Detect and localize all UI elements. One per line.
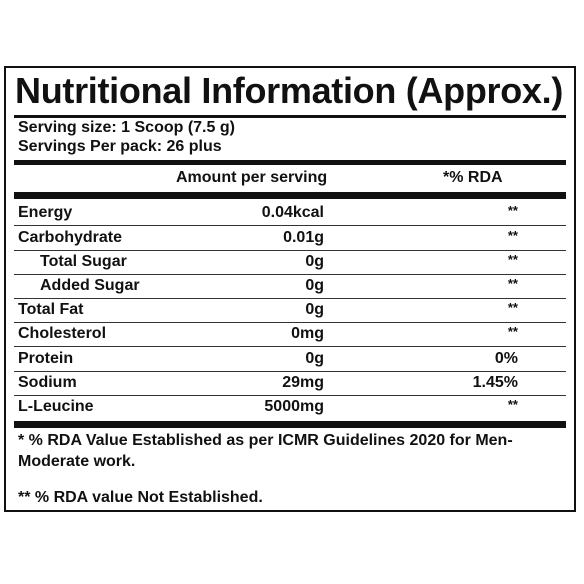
nutrient-rda: **: [507, 300, 518, 315]
nutrient-name: L-Leucine: [18, 398, 94, 415]
row-divider: [14, 371, 566, 372]
row-divider: [14, 250, 566, 251]
nutrient-amount: 5000mg: [264, 398, 324, 415]
table-row: Total Fat 0g **: [6, 298, 574, 322]
nutrient-rda: **: [507, 324, 518, 339]
nutrient-amount: 0.01g: [283, 229, 324, 246]
row-divider: [14, 274, 566, 275]
nutrient-rda: **: [507, 228, 518, 243]
nutrient-amount: 0g: [305, 277, 324, 294]
nutrient-name: Carbohydrate: [18, 229, 123, 246]
table-row: L-Leucine 5000mg **: [6, 395, 574, 419]
header-divider: [14, 192, 566, 199]
nutrient-rda: **: [507, 203, 518, 218]
nutrient-amount: 0g: [305, 301, 324, 318]
table-row: Sodium 29mg 1.45%: [6, 371, 574, 395]
row-divider: [14, 395, 566, 396]
nutrient-name: Total Fat: [18, 301, 84, 318]
nutrition-panel: Nutritional Information (Approx.) Servin…: [4, 66, 576, 512]
nutrient-rda: **: [507, 397, 518, 412]
column-header-amount: Amount per serving: [176, 169, 328, 186]
row-divider: [14, 322, 566, 323]
nutrient-amount: 0mg: [291, 325, 324, 342]
table-row: Carbohydrate 0.01g **: [6, 226, 574, 250]
nutrient-name: Protein: [18, 350, 74, 367]
nutrient-rda: 1.45%: [472, 374, 518, 391]
nutrient-amount: 29mg: [282, 374, 324, 391]
footnote-rda-established: * % RDA Value Established as per ICMR Gu…: [18, 432, 513, 470]
nutrient-rda: **: [507, 276, 518, 291]
footnote-rda-not-established: ** % RDA value Not Established.: [18, 489, 263, 506]
serving-divider: [14, 160, 566, 165]
table-row: Cholesterol 0mg **: [6, 322, 574, 346]
table-bottom-divider: [14, 421, 566, 428]
table-row: Added Sugar 0g **: [6, 274, 574, 298]
table-row: Protein 0g 0%: [6, 347, 574, 371]
panel-title: Nutritional Information (Approx.): [15, 70, 564, 111]
nutrient-rda: 0%: [494, 350, 518, 367]
row-divider: [14, 298, 566, 299]
nutrient-name: Added Sugar: [40, 277, 140, 294]
title-divider: [14, 115, 566, 118]
nutrient-amount: 0.04kcal: [261, 204, 324, 221]
table-row: Total Sugar 0g **: [6, 250, 574, 274]
serving-size: Serving size: 1 Scoop (7.5 g): [18, 119, 235, 136]
nutrient-name: Sodium: [18, 374, 77, 391]
row-divider: [14, 225, 566, 226]
table-row: Energy 0.04kcal **: [6, 201, 574, 225]
column-header-rda: *% RDA: [443, 169, 503, 186]
nutrient-name: Cholesterol: [18, 325, 107, 342]
nutrient-rda: **: [507, 252, 518, 267]
row-divider: [14, 346, 566, 347]
nutrient-amount: 0g: [305, 253, 324, 270]
nutrient-name: Total Sugar: [40, 253, 127, 270]
nutrient-name: Energy: [18, 204, 73, 221]
nutrient-amount: 0g: [305, 350, 324, 367]
servings-per-pack: Servings Per pack: 26 plus: [18, 138, 222, 155]
